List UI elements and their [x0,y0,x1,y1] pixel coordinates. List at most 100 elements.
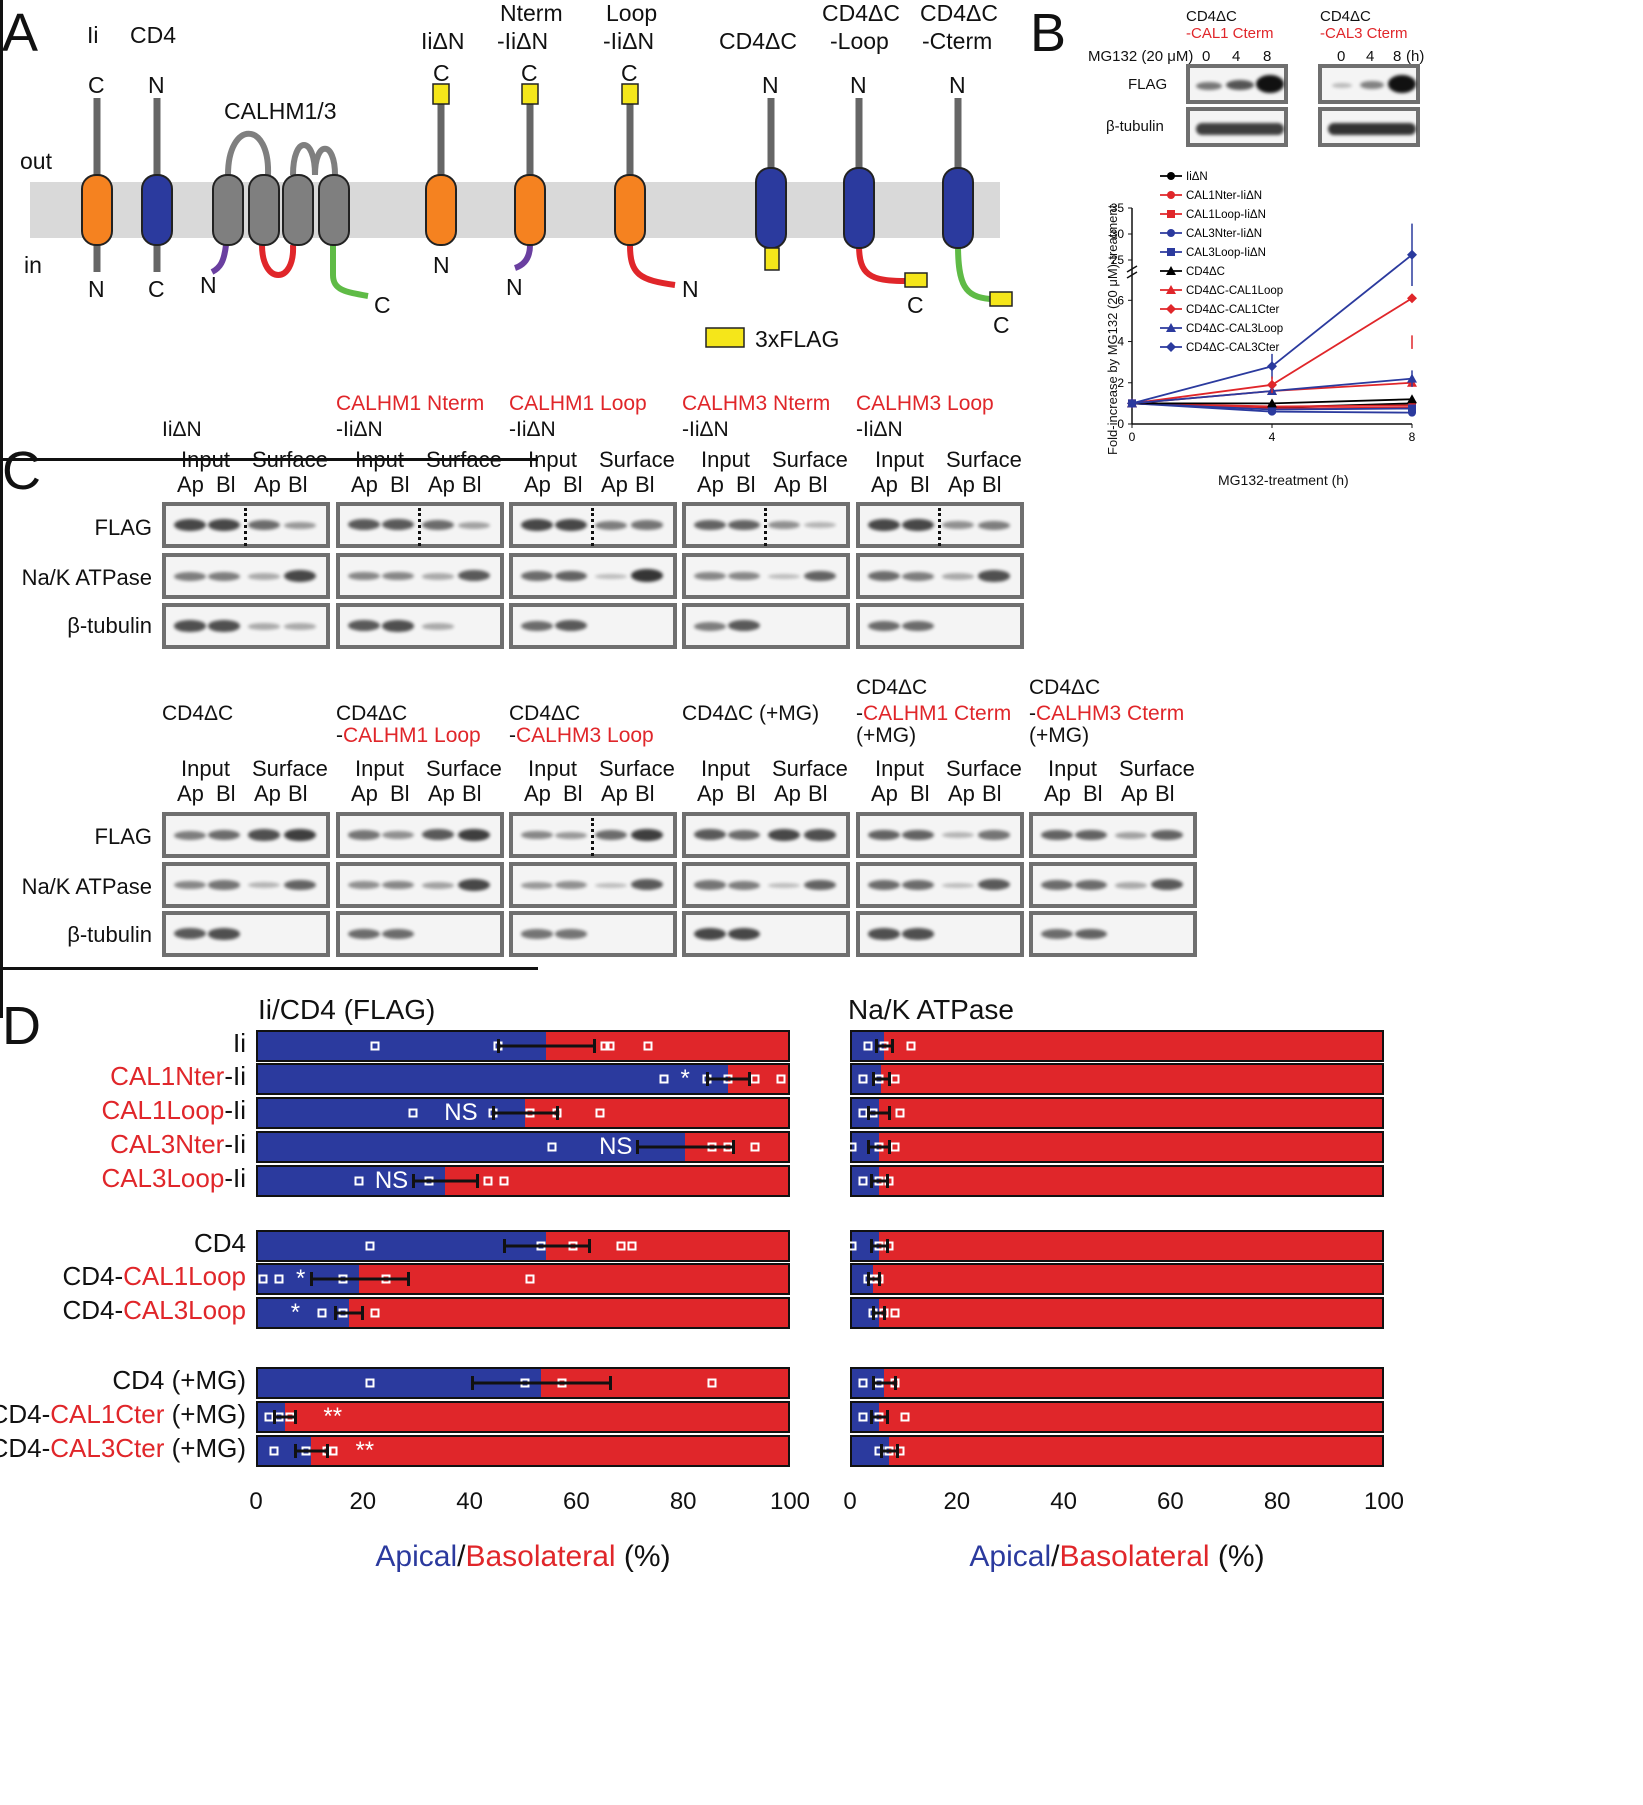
d-data-point [605,1041,615,1051]
c-bot-2-bl2: Bl [635,781,655,806]
c-top-cond-line1: CALHM1 Loop [509,392,647,415]
panel-b-line-chart: 0 2 4 6 25 30 35 0 4 8 IiΔN CAL1Nter-IiΔN CAL1Loop-I… [1111,171,1417,444]
d-data-point [365,1378,375,1388]
blot-band [422,520,454,530]
construct-cd4dc-loop-2: -Loop [830,28,889,54]
c-bot-1-bl1: Bl [390,781,410,806]
panel-a-letter: A [2,3,39,63]
c-bot-2-ap2: Ap [601,781,628,806]
d-error-cap [556,1106,560,1120]
c-bot-cond-line2: -CALHM3 Cterm [1029,700,1184,728]
blot-band [422,829,454,841]
c-bot-1-surface: Surface [426,756,502,781]
c-top-1-ap2: Ap [428,472,455,497]
c-row-label: β-tubulin [67,613,152,638]
series-marker [1268,405,1276,414]
blot1-title-2: -CAL1 Cterm [1186,25,1274,42]
blot-band [555,831,587,839]
d-row-label-black: CD4- [62,1295,124,1325]
d-right-title: Na/K ATPase [848,994,1015,1025]
d-bar-apical [258,1232,547,1260]
d-bar: * [256,1063,790,1095]
construct-iidn: IiΔN [421,28,465,54]
blot-band [348,620,380,632]
d-error-cap [885,1174,889,1188]
d-bar [850,1097,1384,1129]
d-data-point [858,1412,868,1422]
terminus: C [148,276,165,302]
blot-box [509,862,677,908]
d-error-bar [498,1044,595,1048]
blot-band [174,880,206,890]
d-error-bar [870,1244,887,1248]
d-row-label-black: CD4- [0,1433,51,1463]
blot-band [942,882,974,889]
d-row-label-suffix: (+MG) [164,1433,246,1463]
series-marker [1127,398,1137,409]
d-data-point [858,1074,868,1084]
legend-label: CD4ΔC [1186,266,1225,278]
c-top-2-ap2: Ap [601,472,628,497]
axis-apical: Apical [969,1540,1052,1573]
blot-band [804,879,836,891]
flag-legend-swatch [705,327,745,348]
c-top-3-surface: Surface [772,447,848,472]
blot-band [174,830,206,840]
d-row-label-black: CD4 [193,1228,246,1258]
terminus: N [762,72,779,98]
y-tick-label: 35 [1111,201,1125,215]
d-bar: ** [256,1435,790,1467]
terminus: C [88,72,105,98]
time-8: 8 [1263,48,1272,65]
d-error-cap [497,1039,501,1053]
blot-band [768,882,800,889]
d-x-tick-label: 80 [1263,1488,1291,1515]
c-bot-cond-line3: (+MG) [1029,724,1090,747]
d-bar: * [256,1297,790,1329]
c-bot-5-bl1: Bl [1083,781,1103,806]
d-data-point [890,1142,900,1152]
c-top-1-bl1: Bl [390,472,410,497]
d-bar [850,1063,1384,1095]
c-bot-cond-line1: CD4ΔC [162,702,234,725]
y-tick-label: 25 [1111,253,1125,267]
x-tick-label: 8 [1409,430,1416,444]
d-data-point [354,1176,364,1186]
calhm-tm1 [212,174,244,246]
blot-band [868,880,900,890]
blot-box [682,911,850,957]
d-significance: * [680,1065,690,1092]
d-error-cap [334,1306,338,1320]
d-error-cap [326,1444,330,1458]
blot-box [336,553,504,599]
d-error-cap [880,1444,884,1458]
blot-box [336,862,504,908]
blot-band [694,621,726,631]
d-x-tick-label: 20 [943,1488,971,1515]
d-bar [850,1030,1384,1062]
d-data-point [750,1074,760,1084]
d-error-cap [294,1444,298,1458]
d-bar: * [256,1263,790,1295]
legend-label: CD4ΔC-CAL3Loop [1186,323,1283,335]
c-bot-4-input: Input [875,756,924,781]
d-error-cap [294,1410,298,1424]
c-bot-cond-line1: CD4ΔC (+MG) [682,702,820,725]
c-bot-cond-dash: - [856,702,863,725]
c-top-3-bl1: Bl [736,472,756,497]
d-error-cap [872,1072,876,1086]
d-row-label-black: CD4- [62,1261,124,1291]
y-tick-label: 0 [1117,417,1124,431]
blot-band [978,879,1010,891]
d-data-point [595,1108,605,1118]
b-row-flag: FLAG [1128,76,1168,93]
d-bar: ** [256,1401,790,1433]
d-error-cap [748,1072,752,1086]
c-top-2-ap1: Ap [524,472,551,497]
blot-band [521,621,553,631]
blot-band [868,829,900,841]
d-x-tick-label: 40 [456,1488,483,1515]
d-error-cap [588,1239,592,1253]
d-data-point [483,1176,493,1186]
axis-break [1126,271,1138,279]
